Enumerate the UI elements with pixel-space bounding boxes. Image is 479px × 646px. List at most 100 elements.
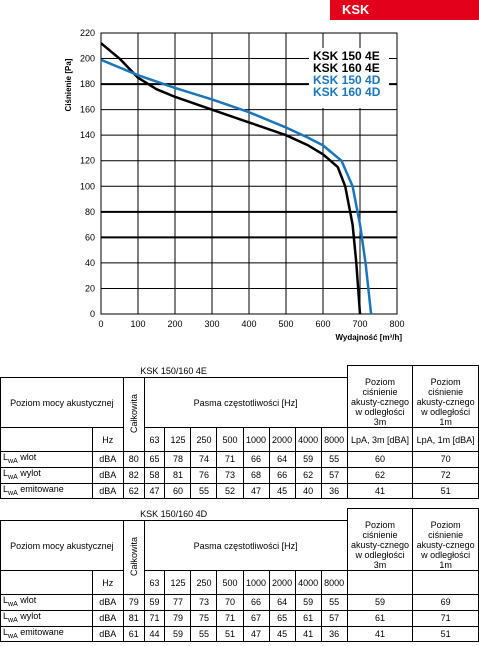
band-value: 70 <box>216 594 244 611</box>
band: 500 <box>216 427 244 452</box>
band-value: 41 <box>294 625 322 643</box>
table2-total-label: Całkowita <box>128 536 139 576</box>
row-unit: dBA <box>91 451 124 468</box>
performance-chart: 0 100 200 300 400 500 600 700 800 0 20 40 60 80 100 120… <box>64 28 405 342</box>
table1-title: KSK 150/160 4E <box>0 365 348 378</box>
band-value: 71 <box>143 609 166 627</box>
band: 500 <box>216 570 244 595</box>
band: 63 <box>143 427 166 452</box>
table-row: LwA wlot dBA 79 59 77 73 70 66 64 59 55 59 69 <box>0 594 479 611</box>
band-value: 67 <box>242 609 270 627</box>
band-value: 59 <box>294 451 322 468</box>
band-value: 61 <box>294 609 322 627</box>
table1-level-label: Poziom mocy akustycznej <box>0 377 124 428</box>
row-lpa3: 41 <box>346 625 414 643</box>
band-value: 65 <box>268 609 296 627</box>
table2-hz-label: Hz <box>91 570 124 595</box>
x-tick-label: 400 <box>241 319 256 329</box>
row-total: 62 <box>122 482 145 500</box>
legend-box <box>309 48 389 108</box>
table2-bands-header: Pasma częstotliwości [Hz] <box>143 520 348 571</box>
x-tick-label: 0 <box>98 319 103 329</box>
band-value: 76 <box>190 466 218 484</box>
y-tick-label: 20 <box>85 283 95 293</box>
row-unit: dBA <box>91 466 124 484</box>
row-label-sub: wA <box>8 489 18 497</box>
table2-lpa1-header: Poziom ciśnienie akusty-cznego w odległo… <box>412 508 479 571</box>
row-lpa3: 60 <box>346 451 414 468</box>
row-label-l: L <box>3 452 9 462</box>
row-label: LwA wlot <box>0 451 93 468</box>
row-label-l: L <box>3 626 9 637</box>
table1-lpa1-header: Poziom ciśnienie akusty-cznego w odległo… <box>412 365 479 428</box>
table1-lpa3-unit: LpA, 3m [dBA] <box>346 427 414 452</box>
band-value: 47 <box>242 482 270 500</box>
table2-level-label: Poziom mocy akustycznej <box>0 520 124 571</box>
band-value: 51 <box>216 625 244 643</box>
row-label: LwA wlot <box>0 594 93 611</box>
band: 250 <box>190 427 218 452</box>
header-red-block <box>330 0 479 20</box>
row-label-l: L <box>3 595 9 605</box>
band: 125 <box>164 570 192 595</box>
table1-total-header: Całkowita <box>122 377 145 452</box>
band-value: 75 <box>190 609 218 627</box>
row-lpa3: 41 <box>346 482 414 500</box>
x-axis-label: Wydajność [m³/h] <box>335 333 402 342</box>
band-value: 79 <box>164 609 192 627</box>
row-label-sub: wA <box>8 600 18 608</box>
row-unit: dBA <box>91 609 124 627</box>
row-lpa3: 61 <box>346 609 414 627</box>
row-label-name: wlot <box>17 452 37 462</box>
band-value: 47 <box>242 625 270 643</box>
band-value: 68 <box>242 466 270 484</box>
table1-hz-label: Hz <box>91 427 124 452</box>
table2-lpa3-header: Poziom ciśnienie akusty-cznego w odległo… <box>346 508 414 571</box>
row-total: 82 <box>122 466 145 484</box>
x-tick-label: 700 <box>352 319 367 329</box>
band-value: 78 <box>164 451 192 468</box>
band: 8000 <box>320 570 348 595</box>
band-value: 55 <box>190 482 218 500</box>
table1-lpa3-header: Poziom ciśnienie akusty-cznego w odległo… <box>346 365 414 428</box>
band-value: 55 <box>190 625 218 643</box>
y-tick-label: 0 <box>90 309 95 319</box>
row-unit: dBA <box>91 482 124 500</box>
y-tick-label: 160 <box>80 105 95 115</box>
band: 2000 <box>268 570 296 595</box>
row-label-sub: wA <box>8 457 18 465</box>
row-total: 81 <box>122 609 145 627</box>
band-value: 55 <box>320 451 348 468</box>
row-lpa1: 71 <box>412 609 479 627</box>
band-value: 36 <box>320 625 348 643</box>
series-line-2 <box>100 58 373 315</box>
table1-bands-header: Pasma częstotliwości [Hz] <box>143 377 348 428</box>
band-value: 55 <box>320 594 348 611</box>
table1-total-label: Całkowita <box>128 393 139 433</box>
row-unit: dBA <box>91 594 124 611</box>
band-value: 74 <box>190 451 218 468</box>
band-value: 47 <box>143 482 166 500</box>
row-lpa3: 59 <box>346 594 414 611</box>
band-value: 65 <box>143 451 166 468</box>
table-row: LwA wylot dBA 81 71 79 75 71 67 65 61 57 61 71 <box>0 609 479 627</box>
row-label: LwA emitowane <box>0 625 93 643</box>
row-lpa3: 62 <box>346 466 414 484</box>
series-line-0 <box>100 42 362 315</box>
legend-entry: KSK 150 4D <box>313 73 381 87</box>
row-label-l: L <box>3 610 9 621</box>
band-value: 57 <box>320 609 348 627</box>
row-label-sub: wA <box>8 473 18 481</box>
row-label-name: wlot <box>17 595 37 605</box>
band-value: 60 <box>164 482 192 500</box>
acoustic-table-2: KSK 150/160 4D Poziom ciśnienie akusty-c… <box>0 508 479 643</box>
band: 1000 <box>242 570 270 595</box>
row-label-sub: wA <box>8 616 18 624</box>
band-value: 58 <box>143 466 166 484</box>
table-row: LwA emitowane dBA 62 47 60 55 52 47 45 40 36 41 51 <box>0 482 479 500</box>
row-label: LwA wylot <box>0 466 93 484</box>
band-value: 45 <box>268 625 296 643</box>
band-value: 62 <box>294 466 322 484</box>
y-tick-label: 140 <box>80 130 95 140</box>
row-label-l: L <box>3 483 9 494</box>
